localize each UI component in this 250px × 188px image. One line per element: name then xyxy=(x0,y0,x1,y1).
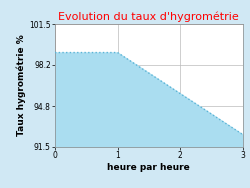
X-axis label: heure par heure: heure par heure xyxy=(108,163,190,172)
Y-axis label: Taux hygrométrie %: Taux hygrométrie % xyxy=(17,35,26,136)
Title: Evolution du taux d'hygrométrie: Evolution du taux d'hygrométrie xyxy=(58,12,239,22)
